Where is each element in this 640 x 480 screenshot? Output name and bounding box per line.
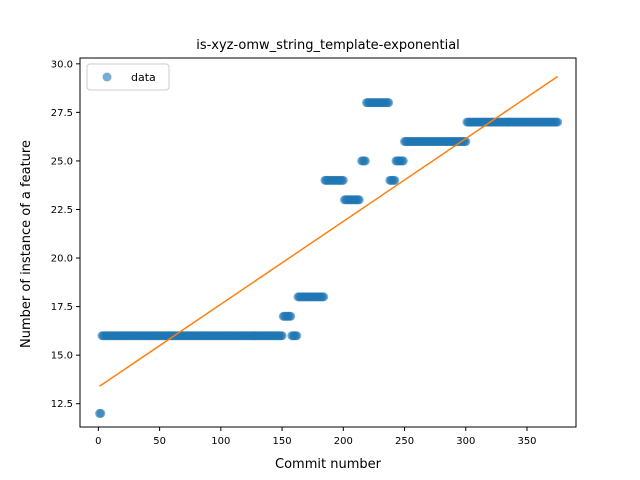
- data-point: [384, 98, 393, 107]
- y-tick-label: 27.5: [51, 108, 73, 119]
- y-tick-label: 25.0: [51, 156, 73, 167]
- data-point: [399, 156, 408, 165]
- y-tick-label: 12.5: [51, 399, 73, 410]
- data-point: [553, 118, 562, 127]
- legend-box: [87, 64, 169, 90]
- x-tick-label: 350: [517, 436, 536, 447]
- data-point: [339, 176, 348, 185]
- x-tick-label: 0: [95, 436, 101, 447]
- x-tick-label: 200: [334, 436, 353, 447]
- x-tick-label: 100: [211, 436, 230, 447]
- y-tick-label: 15.0: [51, 351, 73, 362]
- data-point: [361, 156, 370, 165]
- data-point: [355, 195, 364, 204]
- x-axis-title: Commit number: [275, 457, 382, 472]
- y-tick-label: 20.0: [51, 254, 73, 265]
- x-tick-label: 250: [395, 436, 414, 447]
- data-point: [292, 331, 301, 340]
- data-point: [390, 176, 399, 185]
- chart-title: is-xyz-omw_string_template-exponential: [196, 38, 460, 53]
- legend-marker-data: [103, 73, 112, 82]
- x-tick-label: 150: [273, 436, 292, 447]
- data-point: [278, 331, 287, 340]
- x-tick-label: 50: [153, 436, 166, 447]
- legend: data: [87, 64, 169, 90]
- legend-label-data: data: [131, 71, 156, 84]
- y-tick-label: 17.5: [51, 302, 73, 313]
- y-tick-label: 30.0: [51, 59, 73, 70]
- data-point: [286, 312, 295, 321]
- y-axis-title: Number of instance of a feature: [19, 140, 34, 348]
- y-tick-label: 22.5: [51, 205, 73, 216]
- x-tick-label: 300: [456, 436, 475, 447]
- data-point: [319, 292, 328, 301]
- data-point: [96, 409, 105, 418]
